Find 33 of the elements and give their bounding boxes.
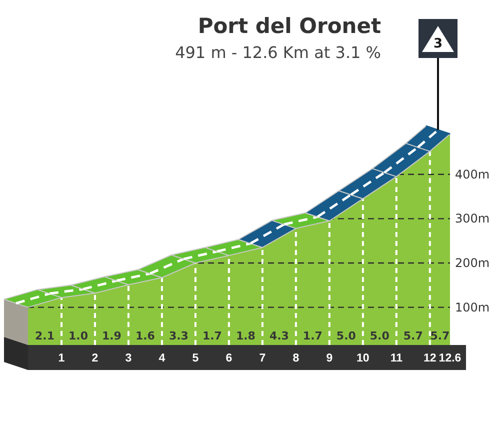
annotation: 5.0: [370, 330, 390, 342]
x-tick-label: 3: [125, 352, 132, 364]
annotation: 1.7: [202, 330, 222, 342]
x-tick-label: 12: [424, 352, 436, 364]
chart-subtitle: 491 m - 12.6 Km at 3.1 %: [175, 43, 381, 62]
annotation: 5.0: [336, 330, 356, 342]
annotation: 1.7: [302, 330, 322, 342]
y-tick-label: 400m: [455, 167, 490, 182]
annotation: 5.7: [430, 330, 450, 342]
chart-title: Port del Oronet: [198, 14, 381, 38]
x-tick-label: 12.6: [438, 352, 462, 364]
y-tick-label: 100m: [455, 300, 490, 314]
x-tick-label: 4: [158, 352, 166, 364]
x-tick-label: 11: [390, 352, 404, 364]
annotation: 4.3: [269, 330, 289, 342]
x-tick-label: 5: [192, 352, 200, 364]
x-tick-label: 6: [226, 352, 232, 364]
annotation: 1.8: [236, 330, 256, 342]
annotation: 3.3: [168, 330, 188, 342]
annotation: 1.9: [102, 330, 122, 342]
x-tick-label: 9: [326, 352, 333, 364]
x-tick-label: 10: [356, 352, 370, 364]
x-tick-label: 8: [292, 352, 300, 364]
annotation: 5.7: [403, 330, 423, 342]
y-tick-label: 200m: [455, 256, 490, 270]
annotation: 1.6: [135, 330, 156, 342]
x-tick-label: 7: [259, 352, 266, 364]
annotation: 1.0: [68, 330, 88, 342]
annotation: 2.1: [34, 330, 54, 342]
x-tick-label: 2: [92, 352, 98, 364]
y-tick-label: 300m: [455, 212, 490, 226]
text: 3: [433, 36, 443, 52]
x-tick-label: 1: [58, 352, 66, 364]
